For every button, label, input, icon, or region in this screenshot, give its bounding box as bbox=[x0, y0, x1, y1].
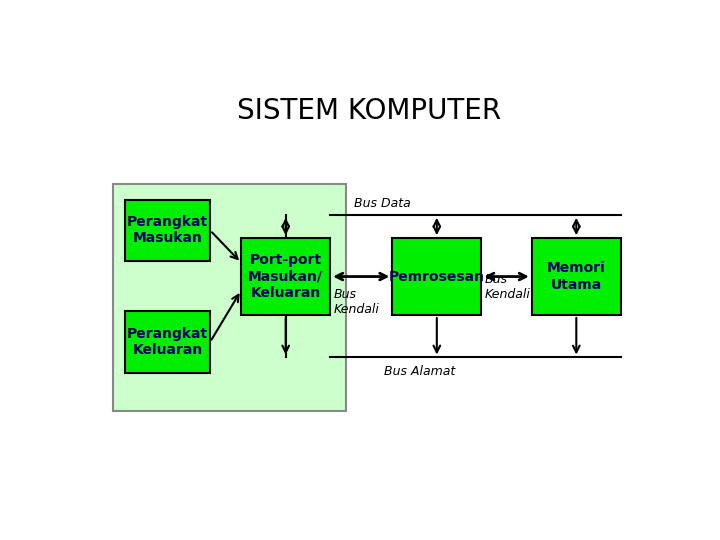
Text: Pemrosesan: Pemrosesan bbox=[389, 269, 485, 284]
FancyBboxPatch shape bbox=[125, 200, 210, 261]
Text: SISTEM KOMPUTER: SISTEM KOMPUTER bbox=[237, 97, 501, 125]
Text: Bus Data: Bus Data bbox=[354, 197, 410, 210]
Text: Perangkat
Masukan: Perangkat Masukan bbox=[127, 215, 208, 246]
Text: Memori
Utama: Memori Utama bbox=[547, 261, 606, 292]
FancyBboxPatch shape bbox=[392, 238, 482, 315]
FancyBboxPatch shape bbox=[241, 238, 330, 315]
Text: Bus Alamat: Bus Alamat bbox=[384, 365, 456, 378]
Text: Bus
Kendali: Bus Kendali bbox=[485, 273, 531, 301]
FancyBboxPatch shape bbox=[113, 184, 346, 411]
Text: Port-port
Masukan/
Keluaran: Port-port Masukan/ Keluaran bbox=[248, 253, 323, 300]
FancyBboxPatch shape bbox=[532, 238, 621, 315]
Text: Perangkat
Keluaran: Perangkat Keluaran bbox=[127, 327, 208, 357]
Text: Bus
Kendali: Bus Kendali bbox=[333, 288, 379, 316]
FancyBboxPatch shape bbox=[125, 311, 210, 373]
